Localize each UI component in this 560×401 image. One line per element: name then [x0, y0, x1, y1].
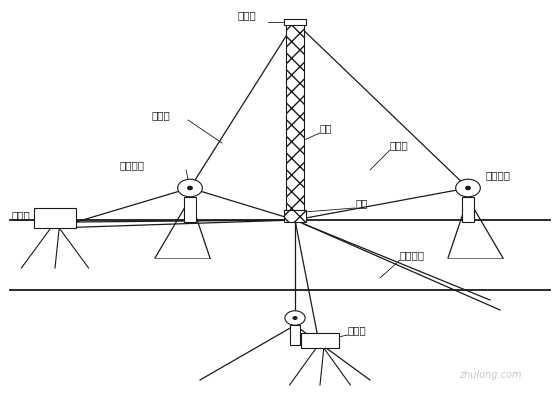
Bar [184, 197, 195, 221]
Text: 防坠器: 防坠器 [238, 10, 256, 20]
Text: 手动葫芦: 手动葫芦 [120, 160, 145, 170]
Bar [34, 208, 76, 228]
Bar [284, 210, 306, 222]
Bar [301, 333, 339, 348]
Bar [291, 325, 300, 345]
Bar [286, 22, 304, 220]
Circle shape [178, 179, 202, 197]
Text: 轴线: 轴线 [355, 198, 367, 208]
Circle shape [456, 179, 480, 197]
Text: 经纬仪: 经纬仪 [12, 210, 31, 220]
Bar [463, 197, 474, 221]
Bar [284, 19, 306, 25]
Text: 手动葫芦: 手动葫芦 [486, 170, 511, 180]
Circle shape [188, 186, 192, 190]
Text: 经纬仪: 经纬仪 [348, 325, 367, 335]
Circle shape [293, 317, 297, 319]
Circle shape [466, 186, 470, 190]
Text: 爬排: 爬排 [320, 123, 333, 133]
Text: zhulong.com: zhulong.com [459, 370, 521, 380]
Text: 缆风绳: 缆风绳 [152, 110, 171, 120]
Text: 缆风绳: 缆风绳 [390, 140, 409, 150]
Text: 备用轴线: 备用轴线 [400, 250, 425, 260]
Circle shape [285, 311, 305, 325]
